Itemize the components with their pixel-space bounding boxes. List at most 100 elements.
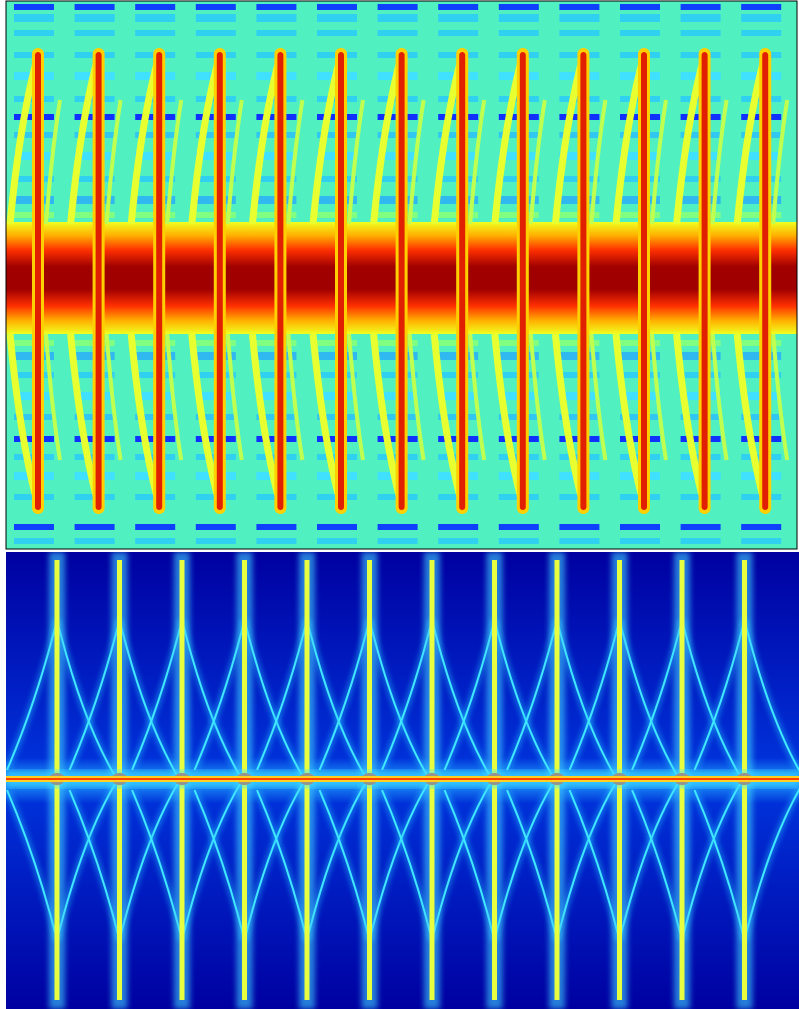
stripe: [559, 30, 600, 36]
stripe: [256, 538, 297, 544]
stripe: [438, 524, 479, 530]
stripe: [741, 14, 782, 22]
stripe: [498, 524, 539, 530]
ridge: [589, 333, 608, 461]
ridge: [165, 99, 184, 225]
ridge: [710, 99, 729, 225]
stripe: [559, 524, 600, 530]
ridge: [710, 333, 729, 461]
stripe: [377, 4, 418, 10]
stripe: [256, 4, 297, 10]
stripe: [135, 14, 176, 22]
ridge: [771, 333, 790, 461]
stripe: [559, 538, 600, 544]
stripe: [377, 14, 418, 22]
stripe: [377, 30, 418, 36]
ridge: [347, 99, 365, 225]
stripe: [135, 538, 176, 544]
stripe: [680, 14, 721, 22]
stripe: [195, 524, 236, 530]
stripe: [317, 4, 357, 10]
stripe: [498, 4, 539, 10]
stripe: [559, 14, 600, 22]
vertical-line: [580, 52, 587, 510]
stripe: [317, 14, 357, 22]
stripe: [620, 30, 660, 36]
vertical-line: [459, 52, 466, 510]
stripe: [438, 4, 479, 10]
stripe: [620, 14, 660, 22]
stripe: [195, 30, 236, 36]
horizontal-core: [6, 778, 799, 780]
vertical-line: [35, 52, 41, 510]
stripe: [680, 30, 721, 36]
stripe: [559, 4, 600, 10]
stripe: [620, 4, 660, 10]
stripe: [256, 14, 297, 22]
stripe: [74, 14, 115, 22]
stripe: [135, 4, 176, 10]
ridge: [589, 99, 608, 225]
vertical-line: [762, 52, 769, 510]
ridge: [44, 99, 62, 225]
stripe: [14, 538, 54, 544]
stripe: [74, 538, 115, 544]
vertical-line: [216, 52, 223, 510]
stripe: [498, 30, 539, 36]
stripe: [74, 524, 115, 530]
vertical-line: [519, 52, 526, 510]
stripe: [14, 4, 54, 10]
ridge: [528, 99, 547, 225]
vertical-line: [701, 52, 708, 510]
ridge: [225, 99, 244, 225]
stripe: [195, 14, 236, 22]
stripe: [74, 30, 115, 36]
top-spectrogram: [6, 1, 797, 549]
top-frame: [5, 0, 798, 550]
stripe: [438, 14, 479, 22]
stripe: [438, 30, 479, 36]
ridge: [771, 99, 790, 225]
stripe: [317, 538, 357, 544]
stripe: [14, 524, 54, 530]
ridge: [165, 333, 184, 461]
ridge: [407, 99, 426, 225]
ridge: [104, 333, 123, 461]
ridge: [286, 333, 305, 461]
stripe: [195, 538, 236, 544]
vertical-line: [398, 52, 405, 510]
stripe: [14, 30, 54, 36]
ridge: [286, 99, 305, 225]
vertical-line: [641, 52, 647, 510]
stripe: [135, 30, 176, 36]
bottom-spectrogram: [6, 552, 799, 1009]
vertical-line: [338, 52, 344, 510]
ridge: [528, 333, 547, 461]
ridge: [468, 99, 487, 225]
vertical-line: [95, 52, 102, 510]
stripe: [256, 524, 297, 530]
stripe: [680, 4, 721, 10]
stripe: [741, 538, 782, 544]
stripe: [438, 538, 479, 544]
stripe: [680, 524, 721, 530]
stripe: [498, 14, 539, 22]
stripe: [377, 524, 418, 530]
ridge: [104, 99, 123, 225]
stripe: [74, 4, 115, 10]
stripe: [377, 538, 418, 544]
stripe: [135, 524, 176, 530]
stripe: [620, 538, 660, 544]
ridge: [225, 333, 244, 461]
ridge: [347, 333, 365, 461]
vertical-line: [156, 52, 163, 510]
ridge: [468, 333, 487, 461]
stripe: [256, 30, 297, 36]
stripe: [620, 524, 660, 530]
stripe: [741, 4, 782, 10]
ridge: [407, 333, 426, 461]
ridge: [650, 333, 668, 461]
stripe: [498, 538, 539, 544]
stripe: [14, 14, 54, 22]
